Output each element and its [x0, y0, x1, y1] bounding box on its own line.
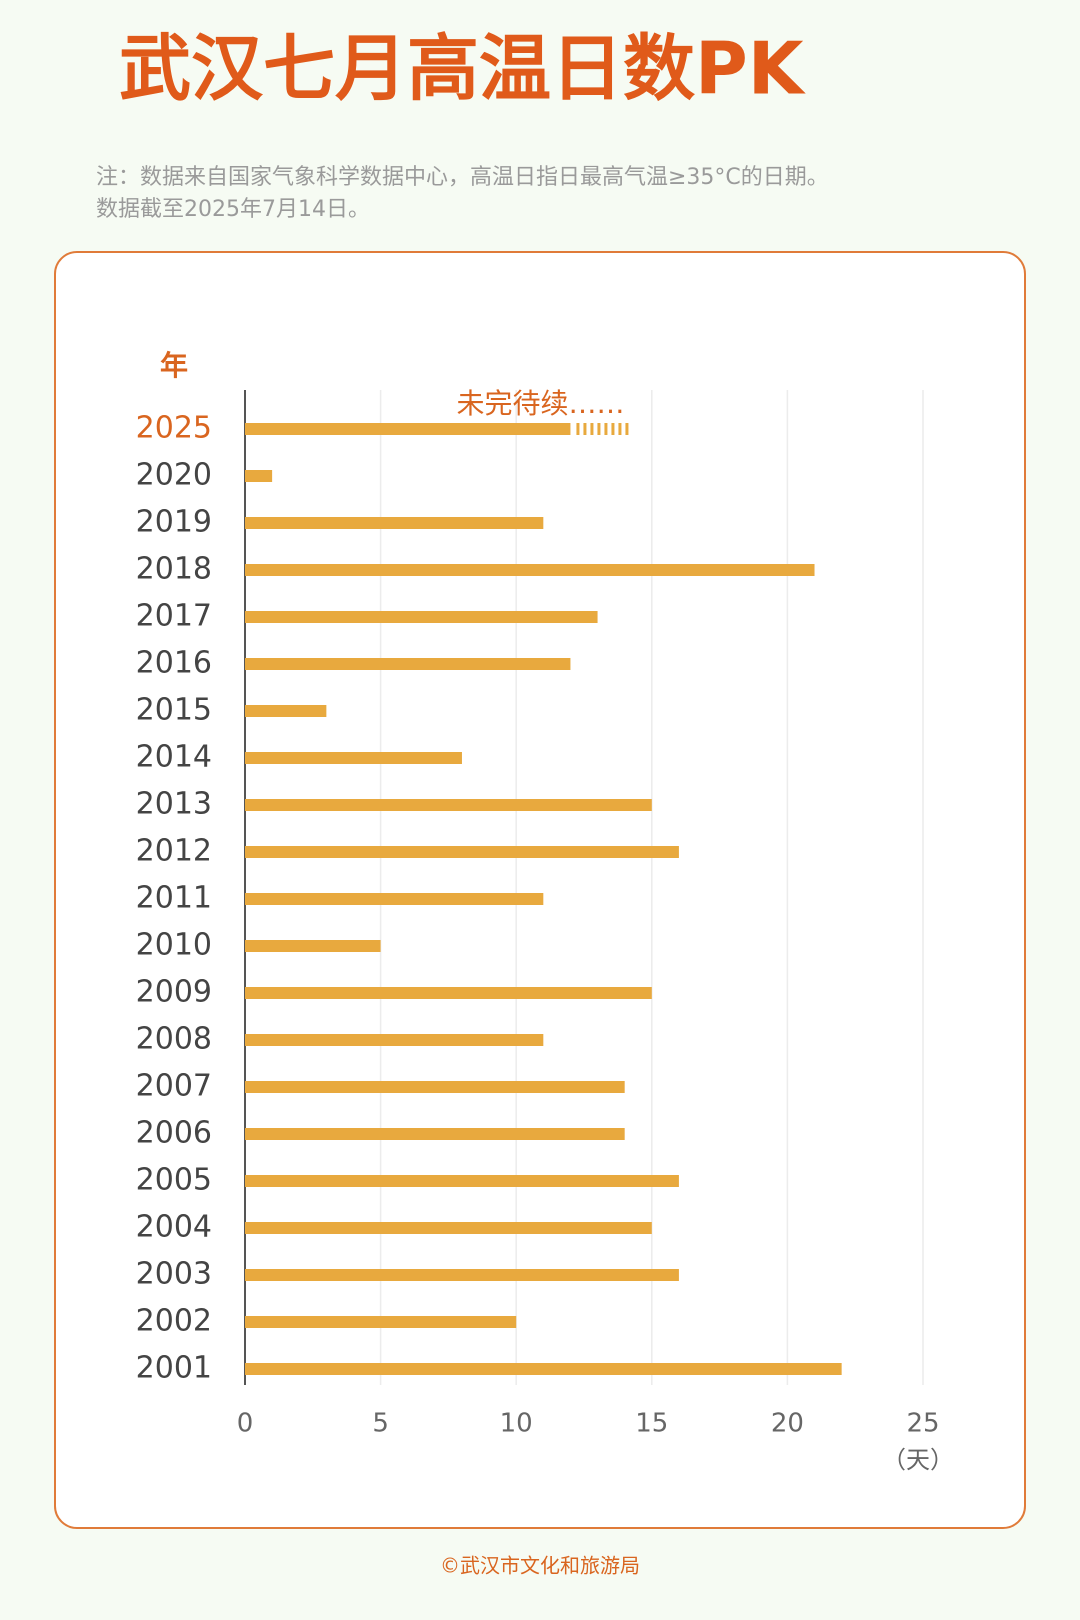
bar	[245, 846, 679, 858]
continuation-dash	[597, 423, 601, 435]
bar	[245, 423, 571, 435]
y-tick-label: 2012	[136, 834, 212, 869]
continuation-dash	[625, 423, 629, 435]
bar	[245, 1081, 625, 1093]
y-tick-label: 2006	[136, 1116, 212, 1151]
continuation-dash	[576, 423, 580, 435]
y-tick-label: 2025	[136, 411, 212, 446]
x-tick-label: 10	[500, 1409, 533, 1439]
bar	[245, 1034, 544, 1046]
y-tick-label: 2004	[136, 1210, 212, 1245]
footer: ©武汉市文化和旅游局	[440, 1554, 640, 1578]
y-tick-label: 2007	[136, 1069, 212, 1104]
bar	[245, 1175, 679, 1187]
y-tick-label: 2010	[136, 928, 212, 963]
y-tick-label: 2008	[136, 1022, 212, 1057]
bar	[245, 1316, 517, 1328]
y-tick-label: 2018	[136, 552, 212, 587]
bar	[245, 987, 652, 999]
bar	[245, 1128, 625, 1140]
x-tick-label: 15	[635, 1409, 668, 1439]
bar	[245, 893, 544, 905]
y-axis-label: 年	[160, 349, 188, 382]
y-tick-label: 2003	[136, 1257, 212, 1292]
bar	[245, 752, 462, 764]
bar	[245, 1269, 679, 1281]
x-tick-label: 5	[372, 1409, 389, 1439]
x-tick-label: 0	[237, 1409, 254, 1439]
continuation-dash	[604, 423, 608, 435]
y-tick-label: 2015	[136, 693, 212, 728]
y-tick-label: 2002	[136, 1304, 212, 1339]
bar	[245, 658, 571, 670]
y-tick-label: 2019	[136, 505, 212, 540]
note: 数据截至2025年7月14日。	[96, 197, 370, 222]
y-tick-label: 2001	[136, 1351, 212, 1386]
x-axis-label: （天）	[882, 1446, 954, 1474]
bar	[245, 705, 327, 717]
bar	[245, 799, 652, 811]
y-tick-label: 2011	[136, 881, 212, 916]
bar	[245, 940, 381, 952]
y-tick-label: 2009	[136, 975, 212, 1010]
y-tick-label: 2013	[136, 787, 212, 822]
y-tick-label: 2017	[136, 599, 212, 634]
continuation-dash	[590, 423, 594, 435]
bar	[245, 1363, 842, 1375]
continuation-dash	[618, 423, 622, 435]
y-tick-label: 2005	[136, 1163, 212, 1198]
bar	[245, 470, 273, 482]
y-tick-label: 2014	[136, 740, 212, 775]
bar	[245, 611, 598, 623]
y-tick-label: 2020	[136, 458, 212, 493]
continuation-dash	[611, 423, 615, 435]
chart-title: 武汉七月高温日数PK	[119, 27, 806, 111]
bar	[245, 1222, 652, 1234]
note: 注：数据来自国家气象科学数据中心，高温日指日最高气温≥35°C的日期。	[96, 165, 829, 190]
continuation-dash	[583, 423, 587, 435]
bar	[245, 564, 815, 576]
annotation: 未完待续……	[456, 387, 624, 420]
bar	[245, 517, 544, 529]
x-tick-label: 20	[771, 1409, 804, 1439]
x-tick-label: 25	[906, 1409, 939, 1439]
y-tick-label: 2016	[136, 646, 212, 681]
